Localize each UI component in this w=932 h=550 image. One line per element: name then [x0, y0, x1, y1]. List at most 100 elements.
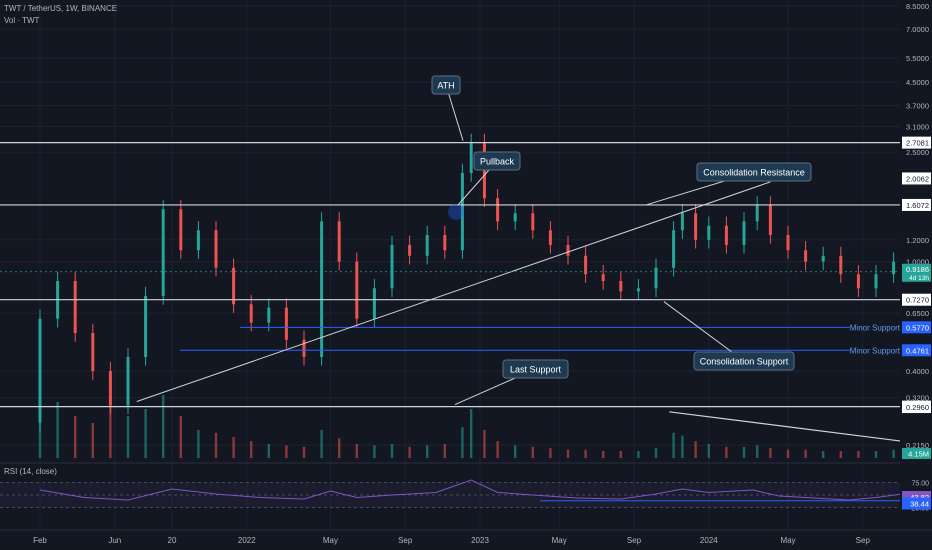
candle-body	[786, 234, 790, 251]
candle-body	[320, 221, 324, 358]
volume-bar	[672, 432, 675, 458]
time-tick-label: Sep	[627, 536, 642, 545]
candle-body	[144, 295, 148, 358]
time-tick-label: May	[323, 536, 338, 545]
volume-bar	[857, 451, 860, 458]
volume-bar	[483, 430, 486, 458]
volume-bar	[619, 451, 622, 458]
time-tick-label: Sep	[856, 536, 871, 545]
volume-bar	[267, 444, 270, 458]
ath-callout-label: ATH	[437, 81, 454, 91]
countdown-tag: 4d 13h	[909, 275, 929, 282]
volume-bar	[355, 444, 358, 458]
candle-body	[38, 318, 42, 423]
candle-body	[619, 281, 623, 292]
minor-support-tag-bg	[902, 344, 931, 357]
candle-body	[302, 339, 306, 358]
volume-bar	[637, 451, 640, 458]
time-tick-label: 2022	[238, 536, 256, 545]
candle-body	[91, 333, 95, 372]
candle-body	[390, 244, 394, 289]
volume-bar	[144, 409, 147, 458]
volume-bar	[56, 402, 59, 458]
pullback-marker	[448, 204, 464, 220]
volume-bar	[531, 446, 534, 458]
candle-body	[654, 267, 658, 289]
volume-tag: 4.15M	[908, 450, 929, 459]
candle-body	[742, 221, 746, 245]
time-tick-label: Jun	[108, 536, 121, 545]
candle-body	[768, 205, 772, 235]
candle-body	[161, 209, 165, 296]
volume-bar	[822, 451, 825, 458]
volume-bar	[426, 445, 429, 458]
candle-body	[636, 288, 640, 292]
volume-bar	[162, 395, 165, 458]
volume-bar	[443, 444, 446, 458]
resistance-callout-box	[696, 162, 812, 182]
volume-bar	[373, 445, 376, 458]
price-tick-label: 3.7000	[906, 101, 929, 110]
level-price-tag-bg	[902, 293, 931, 306]
time-tick-label: Feb	[33, 536, 47, 545]
volume-bar	[390, 444, 394, 458]
volume-bar	[786, 449, 790, 458]
volume-bar	[892, 449, 895, 458]
price-tick-label: 5.5000	[906, 54, 929, 63]
candle-body	[755, 205, 759, 222]
volume-bar	[91, 423, 94, 458]
candle-body	[408, 244, 412, 256]
volume-bar	[742, 446, 746, 458]
volume-tag-bg	[902, 448, 931, 459]
candle-body	[179, 209, 183, 251]
level-price-tag: 2.7081	[906, 139, 929, 148]
candle-body	[856, 274, 860, 289]
candle-body	[566, 244, 570, 256]
volume-bar	[302, 446, 306, 458]
candle-body	[548, 230, 552, 245]
time-tick-label: May	[552, 536, 567, 545]
minor-support-label: Minor Support	[850, 323, 901, 332]
pullback-callout-box	[473, 151, 521, 171]
candle-body	[874, 274, 878, 289]
price-tick-label: 8.5000	[906, 2, 929, 11]
support-callout-label: Consolidation Support	[700, 357, 789, 367]
volume-bar	[109, 381, 112, 458]
candle-body	[73, 281, 77, 334]
rsi-line	[39, 479, 932, 501]
candle-body	[355, 261, 359, 319]
extra-price-tag: 2.0062	[906, 174, 929, 183]
candle-body	[839, 255, 843, 275]
level-price-tag-bg	[902, 136, 931, 149]
candle-body	[513, 213, 517, 222]
candle-body	[284, 307, 288, 340]
current-price-tag-bg	[902, 263, 931, 282]
candle-body	[443, 234, 447, 251]
volume-bar	[839, 451, 842, 458]
price-tick-label: 1.2000	[906, 236, 929, 245]
extra-price-tag: 0.2960	[906, 403, 929, 412]
candle-body	[531, 213, 535, 231]
level-price-tag: 0.7270	[906, 296, 929, 305]
volume-bar	[338, 438, 341, 458]
candle-body	[601, 274, 605, 282]
time-tick-label: 20	[168, 536, 177, 545]
candle-body	[707, 225, 711, 240]
candle-body	[196, 230, 200, 251]
volume-bar	[874, 451, 878, 458]
volume-bar	[250, 441, 253, 458]
volume-bar	[694, 441, 697, 458]
volume-bar	[197, 430, 200, 458]
volume-bar	[707, 444, 710, 458]
candle-body	[892, 261, 896, 275]
last-support-callout-box	[502, 359, 569, 379]
volume-bar	[74, 416, 77, 458]
volume-bar	[461, 427, 464, 458]
level-price-tag-bg	[902, 198, 931, 211]
candle-body	[821, 255, 825, 262]
volume-legend: Vol · TWT	[4, 16, 40, 25]
candle-body	[232, 267, 236, 305]
volume-bar	[725, 446, 728, 458]
